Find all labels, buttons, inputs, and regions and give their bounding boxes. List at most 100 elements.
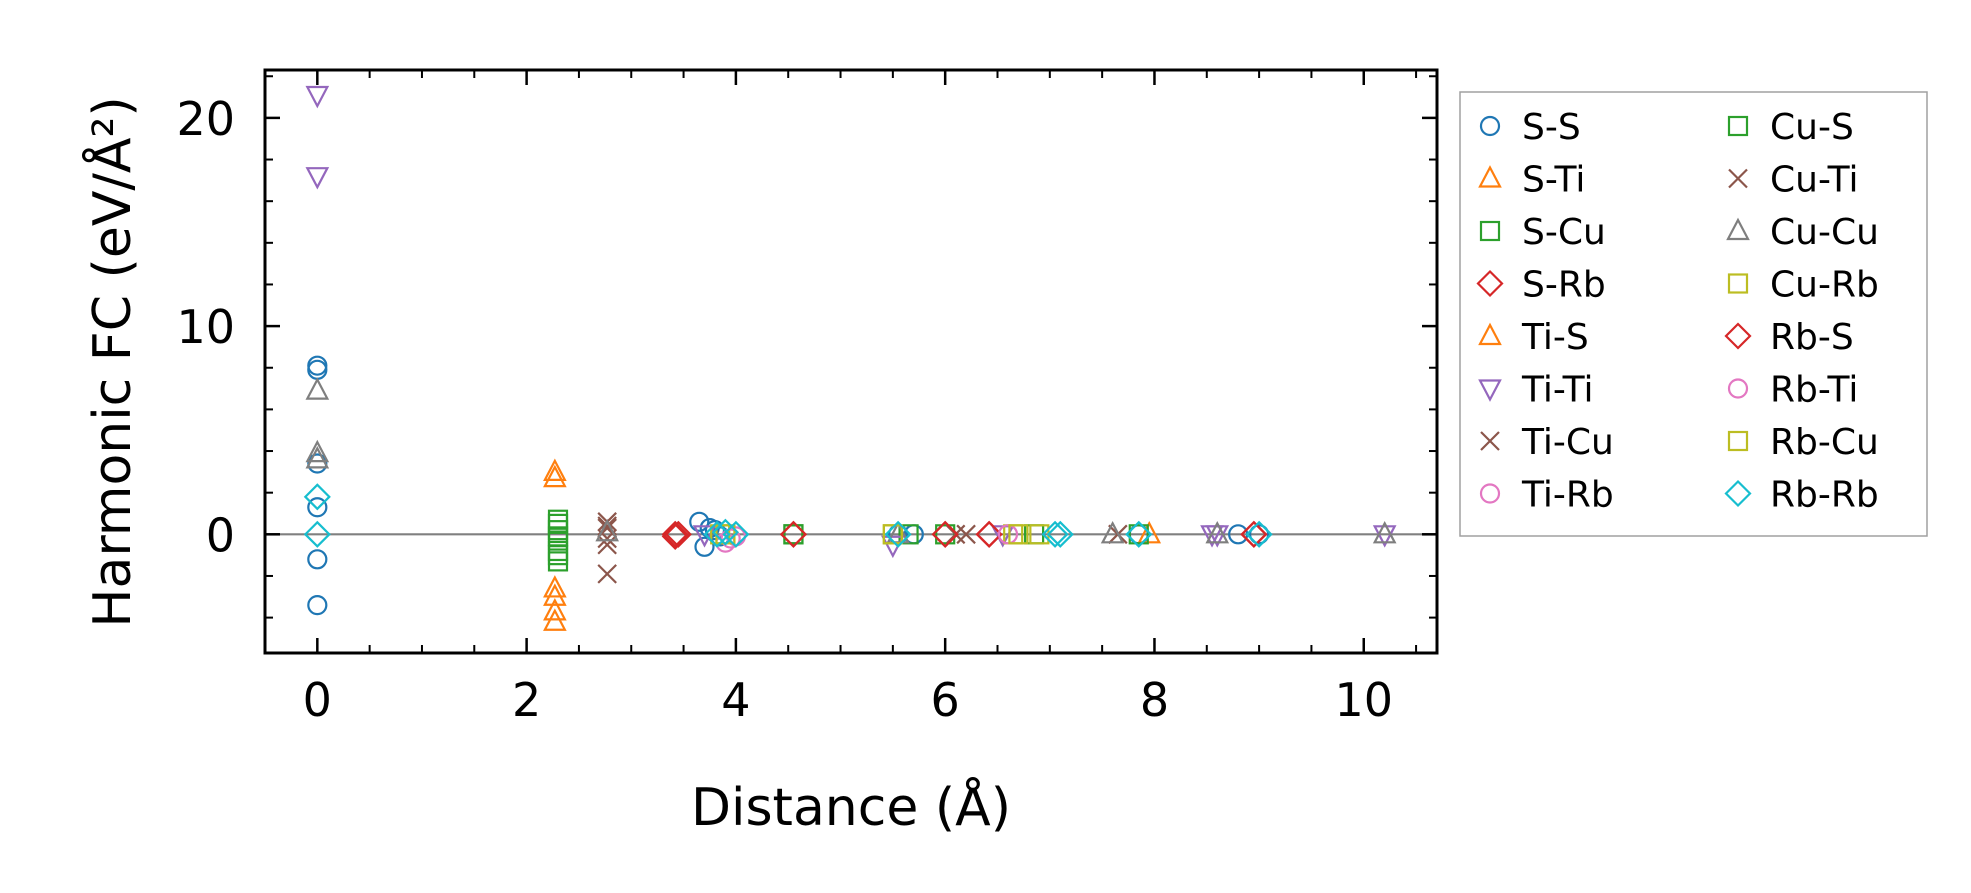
data-point bbox=[1372, 525, 1397, 548]
data-point bbox=[305, 439, 330, 463]
legend-label: S-Rb bbox=[1522, 265, 1606, 306]
data-point bbox=[703, 520, 731, 548]
legend-label: Cu-S bbox=[1770, 107, 1854, 148]
data-point bbox=[547, 520, 569, 541]
legend-item: Rb-Ti bbox=[1727, 370, 1858, 411]
data-point bbox=[307, 595, 328, 616]
x-axis-label: Distance (Å) bbox=[691, 776, 1011, 838]
series-rb-ti bbox=[720, 524, 1019, 549]
legend-marker bbox=[1476, 269, 1504, 298]
legend-label: Ti-Cu bbox=[1521, 422, 1614, 463]
legend-frame bbox=[1459, 91, 1928, 537]
data-point bbox=[1372, 520, 1397, 544]
data-point bbox=[689, 511, 710, 532]
legend-marker bbox=[1724, 479, 1752, 508]
legend-marker bbox=[1724, 322, 1752, 350]
data-point bbox=[597, 534, 617, 555]
legend-item: Rb-Rb bbox=[1724, 475, 1879, 516]
data-point bbox=[595, 518, 620, 542]
legend-item: Ti-Rb bbox=[1479, 475, 1614, 516]
data-point bbox=[1008, 524, 1029, 545]
data-point bbox=[547, 513, 569, 535]
legend-label: Rb-Rb bbox=[1770, 475, 1879, 516]
data-point bbox=[722, 520, 750, 548]
data-point bbox=[543, 575, 567, 598]
data-point bbox=[882, 524, 903, 545]
x-tick-label: 6 bbox=[931, 673, 960, 727]
data-point bbox=[931, 520, 959, 548]
legend-marker bbox=[1727, 430, 1749, 452]
legend-marker bbox=[1478, 165, 1502, 188]
legend-marker bbox=[1478, 322, 1502, 346]
legend-label: Ti-S bbox=[1521, 317, 1589, 358]
legend-marker bbox=[1480, 431, 1500, 451]
legend-item: Cu-Rb bbox=[1727, 265, 1879, 306]
legend-label: Rb-Ti bbox=[1770, 370, 1858, 411]
legend-item: Rb-Cu bbox=[1727, 422, 1879, 463]
legend-marker bbox=[1479, 115, 1501, 137]
legend-label: Rb-S bbox=[1770, 317, 1854, 358]
series-s-cu bbox=[547, 509, 1149, 572]
data-point bbox=[975, 520, 1003, 548]
x-tick-label: 10 bbox=[1334, 673, 1393, 727]
legend-item: Rb-S bbox=[1724, 317, 1854, 358]
data-point bbox=[547, 545, 569, 566]
data-point bbox=[779, 520, 808, 548]
series-cu-cu bbox=[305, 377, 1397, 544]
legend-item: S-Cu bbox=[1479, 212, 1606, 253]
data-point bbox=[307, 359, 328, 380]
data-point bbox=[305, 85, 330, 109]
data-point bbox=[1137, 520, 1162, 544]
data-point bbox=[664, 520, 692, 548]
data-point bbox=[661, 520, 689, 548]
legend-label: Cu-Cu bbox=[1770, 212, 1879, 253]
data-point bbox=[997, 524, 1019, 545]
legend-item: S-S bbox=[1479, 107, 1581, 148]
data-point bbox=[1249, 524, 1270, 545]
data-point bbox=[720, 528, 741, 549]
series-s-ti bbox=[543, 458, 1162, 631]
series-rb-rb bbox=[303, 483, 1273, 548]
y-tick-label: 20 bbox=[176, 92, 235, 146]
data-point bbox=[543, 597, 567, 621]
legend-marker bbox=[1728, 168, 1748, 189]
data-point bbox=[1041, 520, 1069, 548]
legend-label: Rb-Cu bbox=[1770, 422, 1879, 463]
legend: S-S S-Ti S-Cu S-Rb Ti-S Ti-Ti Ti-Cu Ti-Rb Cu-S Cu… bbox=[1459, 91, 1928, 537]
series-ti-ti bbox=[305, 85, 1397, 559]
data-point bbox=[1046, 520, 1074, 548]
legend-label: S-Ti bbox=[1522, 160, 1585, 201]
data-point bbox=[783, 524, 804, 545]
legend-item: Ti-Cu bbox=[1480, 422, 1614, 463]
legend-label: Cu-Ti bbox=[1770, 160, 1859, 201]
legend-label: S-S bbox=[1522, 107, 1581, 148]
legend-item: Ti-S bbox=[1478, 317, 1589, 358]
y-axis-label: Harmonic FC (eV/Å²) bbox=[81, 96, 143, 627]
data-point bbox=[547, 551, 569, 572]
data-point bbox=[543, 583, 567, 606]
data-point bbox=[1128, 524, 1149, 545]
legend-label: S-Cu bbox=[1522, 212, 1606, 253]
data-point bbox=[305, 445, 330, 469]
plot-area bbox=[265, 85, 1437, 631]
legend-label: Ti-Rb bbox=[1521, 475, 1614, 516]
legend-item: S-Ti bbox=[1478, 160, 1585, 201]
legend-marker bbox=[1727, 378, 1749, 399]
data-point bbox=[1205, 520, 1230, 544]
data-point bbox=[307, 453, 328, 474]
legend-item: Ti-Ti bbox=[1478, 370, 1593, 411]
data-point bbox=[305, 167, 330, 190]
x-tick-label: 2 bbox=[512, 673, 541, 727]
data-point bbox=[303, 520, 331, 548]
data-point bbox=[711, 518, 739, 546]
data-point bbox=[1240, 520, 1268, 548]
data-point bbox=[307, 355, 328, 376]
series-rb-s bbox=[661, 520, 1268, 548]
legend-label: Ti-Ti bbox=[1521, 370, 1593, 411]
data-point bbox=[303, 483, 331, 511]
data-point bbox=[307, 497, 328, 518]
y-tick-label: 10 bbox=[176, 300, 235, 354]
data-point bbox=[305, 377, 330, 400]
data-point bbox=[1100, 520, 1125, 544]
